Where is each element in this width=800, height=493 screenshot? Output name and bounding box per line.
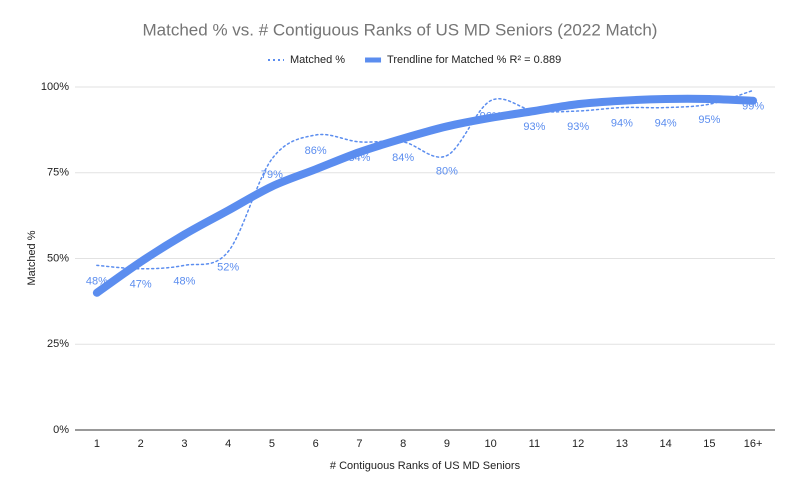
legend-label: Matched %	[290, 54, 345, 66]
data-label: 84%	[392, 152, 414, 164]
x-axis-title: # Contiguous Ranks of US MD Seniors	[330, 460, 521, 472]
x-tick-label: 13	[616, 438, 628, 450]
data-label: 48%	[173, 275, 195, 287]
x-tick-label: 5	[269, 438, 275, 450]
data-label: 94%	[611, 117, 633, 129]
data-label: 47%	[130, 279, 152, 291]
x-tick-label: 2	[138, 438, 144, 450]
x-tick-label: 15	[703, 438, 715, 450]
data-label: 94%	[655, 117, 677, 129]
y-tick-label: 50%	[47, 252, 69, 264]
data-label: 95%	[698, 114, 720, 126]
data-label: 80%	[436, 166, 458, 178]
x-tick-label: 12	[572, 438, 584, 450]
data-label: 93%	[567, 121, 589, 133]
x-tick-label: 3	[181, 438, 187, 450]
legend-label: Trendline for Matched % R² = 0.889	[387, 54, 561, 66]
chart-title: Matched % vs. # Contiguous Ranks of US M…	[143, 20, 658, 39]
trendline	[92, 94, 758, 297]
x-tick-label: 8	[400, 438, 406, 450]
data-label: 93%	[523, 121, 545, 133]
x-tick-label: 16+	[744, 438, 763, 450]
line	[96, 89, 754, 270]
x-tick-label: 10	[485, 438, 497, 450]
x-tick-label: 4	[225, 438, 231, 450]
x-tick-label: 6	[313, 438, 319, 450]
y-tick-label: 100%	[41, 81, 69, 93]
y-tick-label: 0%	[53, 424, 69, 436]
y-tick-label: 75%	[47, 167, 69, 179]
data-label: 79%	[261, 169, 283, 181]
x-tick-label: 14	[660, 438, 672, 450]
x-tick-label: 7	[356, 438, 362, 450]
y-tick-label: 25%	[47, 338, 69, 350]
x-tick-label: 1	[94, 438, 100, 450]
y-axis-title: Matched %	[26, 230, 38, 285]
x-tick-label: 11	[529, 438, 540, 450]
x-tick-label: 9	[444, 438, 450, 450]
data-label: 52%	[217, 262, 239, 274]
data-label: 86%	[305, 145, 327, 157]
